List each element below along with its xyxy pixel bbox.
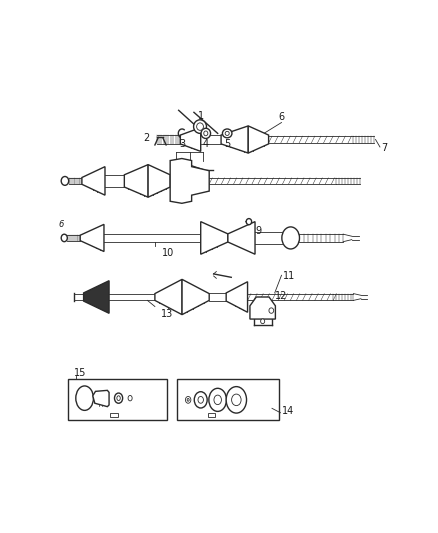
Text: 2: 2 <box>143 133 149 143</box>
Text: 4: 4 <box>203 140 209 149</box>
Polygon shape <box>148 165 170 197</box>
Bar <box>208 413 215 417</box>
Polygon shape <box>124 165 148 197</box>
Text: 14: 14 <box>282 406 294 416</box>
Polygon shape <box>93 390 109 407</box>
Bar <box>177 379 279 420</box>
Ellipse shape <box>198 397 203 403</box>
Text: 5: 5 <box>224 140 230 149</box>
Text: 9: 9 <box>256 225 262 236</box>
Text: 10: 10 <box>162 248 175 258</box>
Ellipse shape <box>269 308 274 313</box>
Polygon shape <box>84 281 109 313</box>
Ellipse shape <box>209 389 226 411</box>
Ellipse shape <box>225 131 229 135</box>
Polygon shape <box>155 279 182 314</box>
Polygon shape <box>226 282 247 312</box>
Polygon shape <box>170 158 209 203</box>
Polygon shape <box>221 126 248 153</box>
Ellipse shape <box>261 319 265 324</box>
Text: 12: 12 <box>275 291 287 301</box>
Polygon shape <box>201 222 228 254</box>
Polygon shape <box>182 279 209 314</box>
Text: 1: 1 <box>198 111 204 121</box>
Ellipse shape <box>246 219 251 225</box>
Ellipse shape <box>76 386 93 410</box>
Text: 6: 6 <box>279 111 285 122</box>
Polygon shape <box>82 167 105 195</box>
Ellipse shape <box>204 131 208 136</box>
Text: 13: 13 <box>161 309 173 319</box>
Ellipse shape <box>61 234 67 241</box>
Text: 3: 3 <box>179 140 185 149</box>
Ellipse shape <box>194 120 206 133</box>
Polygon shape <box>248 126 268 153</box>
Ellipse shape <box>197 123 203 131</box>
Ellipse shape <box>185 397 191 403</box>
Text: 8: 8 <box>170 189 176 199</box>
Text: 7: 7 <box>381 143 388 152</box>
Ellipse shape <box>201 128 211 139</box>
Text: 11: 11 <box>283 271 295 281</box>
Polygon shape <box>80 224 104 252</box>
Ellipse shape <box>61 176 69 185</box>
Ellipse shape <box>128 395 132 401</box>
Ellipse shape <box>232 394 241 406</box>
Text: 6: 6 <box>58 220 64 229</box>
Ellipse shape <box>214 395 222 405</box>
Ellipse shape <box>226 386 247 413</box>
Bar <box>110 413 117 417</box>
Polygon shape <box>228 222 255 254</box>
Polygon shape <box>250 297 276 319</box>
Ellipse shape <box>114 393 123 403</box>
Ellipse shape <box>223 129 232 138</box>
Ellipse shape <box>282 227 300 249</box>
Ellipse shape <box>187 399 189 401</box>
Polygon shape <box>180 127 201 151</box>
Ellipse shape <box>194 392 207 408</box>
Bar <box>67 379 167 420</box>
Ellipse shape <box>117 396 120 400</box>
Text: 15: 15 <box>74 368 87 378</box>
